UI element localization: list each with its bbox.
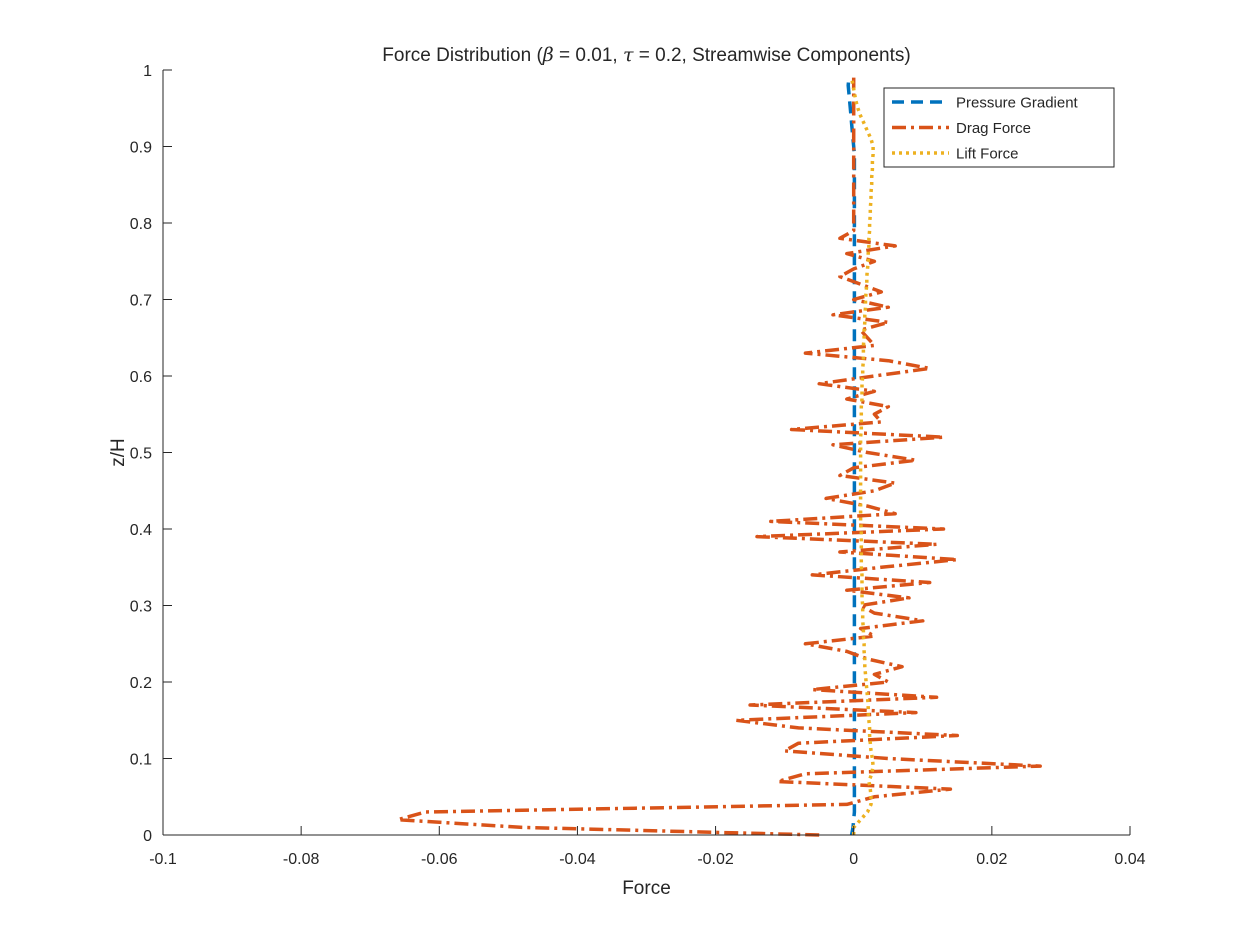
- title-tau-symbol: τ: [623, 44, 634, 66]
- y-axis-label: z/H: [108, 438, 129, 467]
- title-prefix: Force Distribution (: [382, 45, 543, 66]
- plot-area: [396, 77, 1042, 837]
- y-tick-label: 0.9: [130, 140, 152, 157]
- series-line-lift-force: [849, 77, 875, 835]
- x-tick-label: 0: [849, 851, 858, 868]
- title-tau-value: = 0.2, Streamwise Components): [633, 45, 910, 66]
- legend-label: Lift Force: [956, 146, 1019, 163]
- y-tick-label: 0.3: [130, 599, 152, 616]
- y-tick-label: 0.4: [130, 522, 152, 539]
- y-tick-label: 0.8: [130, 216, 152, 233]
- y-tick-label: 0.2: [130, 675, 152, 692]
- x-tick-label: -0.02: [697, 851, 734, 868]
- x-tick-label: -0.1: [149, 851, 177, 868]
- x-tick-label: 0.02: [976, 851, 1007, 868]
- x-tick-label: -0.04: [559, 851, 596, 868]
- legend: Pressure Gradient Drag Force Lift Force: [883, 87, 1115, 168]
- x-tick-label: -0.08: [283, 851, 320, 868]
- y-tick-label: 1: [143, 63, 152, 80]
- y-tick-label: 0.5: [130, 446, 152, 463]
- x-axis-label: Force: [622, 878, 671, 899]
- y-tick-label: 0.1: [130, 752, 152, 769]
- x-tick-label: 0.04: [1114, 851, 1145, 868]
- y-tick-label: 0: [143, 828, 152, 845]
- legend-label: Pressure Gradient: [956, 95, 1079, 112]
- x-tick-label: -0.06: [421, 851, 458, 868]
- y-tick-label: 0.7: [130, 293, 152, 310]
- series-line-drag-force: [396, 77, 1042, 837]
- title-beta-symbol: β: [542, 44, 554, 66]
- legend-label: Drag Force: [956, 120, 1031, 137]
- tick-marks: -0.1 -0.08 -0.06 -0.04 -0.02 0 0.02 0.04 0 0.1 0.2…: [130, 63, 1146, 868]
- y-tick-label: 0.6: [130, 369, 152, 386]
- chart-title: Force Distribution (β = 0.01, τ = 0.2, S…: [382, 44, 910, 66]
- title-beta-value: = 0.01,: [554, 45, 623, 66]
